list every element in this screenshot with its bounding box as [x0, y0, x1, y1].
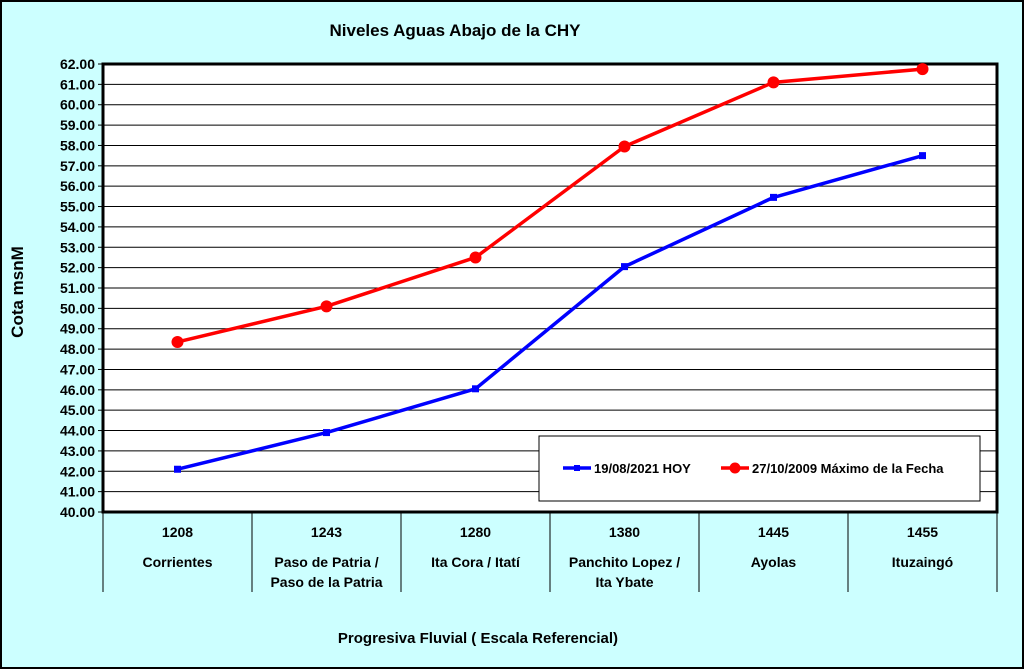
y-tick-label: 51.00 [60, 280, 95, 296]
x-axis-label: Progresiva Fluvial ( Escala Referencial) [338, 630, 618, 647]
category-name-label: Ita Cora / Itatí [431, 554, 521, 570]
category-km-label: 1208 [162, 524, 193, 540]
y-tick-label: 60.00 [60, 97, 95, 113]
y-tick-label: 43.00 [60, 443, 95, 459]
y-tick-label: 56.00 [60, 178, 95, 194]
category-name-label: Corrientes [142, 554, 212, 570]
y-tick-label: 62.00 [60, 56, 95, 72]
data-point-circle [320, 300, 333, 313]
data-point-square [323, 429, 330, 437]
category-km-label: 1280 [460, 524, 491, 540]
y-tick-label: 46.00 [60, 382, 95, 398]
category-km-label: 1445 [758, 524, 789, 540]
category-name-label: Panchito Lopez / [569, 554, 680, 570]
y-tick-label: 53.00 [60, 239, 95, 255]
category-name-label: Ayolas [751, 554, 797, 570]
y-tick-label: 50.00 [60, 300, 95, 316]
y-tick-label: 42.00 [60, 463, 95, 479]
y-tick-label: 49.00 [60, 321, 95, 337]
y-tick-label: 59.00 [60, 117, 95, 133]
chart-title: Niveles Aguas Abajo de la CHY [330, 21, 582, 40]
y-tick-label: 47.00 [60, 361, 95, 377]
y-tick-label: 41.00 [60, 484, 95, 500]
y-tick-label: 45.00 [60, 402, 95, 418]
category-km-label: 1243 [311, 524, 342, 540]
category-name-label: Ituzaingó [892, 554, 953, 570]
legend-marker-square [574, 465, 580, 471]
legend-marker-circle [729, 462, 741, 474]
data-point-square [621, 263, 628, 271]
y-tick-label: 44.00 [60, 423, 95, 439]
data-point-circle [469, 251, 482, 264]
data-point-square [770, 193, 777, 201]
data-point-circle [171, 335, 184, 348]
legend-label-2: 27/10/2009 Máximo de la Fecha [752, 461, 944, 476]
y-tick-label: 61.00 [60, 76, 95, 92]
category-axis: 1208 Corrientes 1243 Paso de Patria / Paso d… [102, 512, 998, 592]
category-km-label: 1455 [907, 524, 938, 540]
y-tick-label: 54.00 [60, 219, 95, 235]
y-tick-label: 52.00 [60, 260, 95, 276]
data-point-square [472, 385, 479, 393]
category-name-label: Paso de Patria / [274, 554, 378, 570]
data-point-square [919, 152, 926, 160]
y-tick-label: 40.00 [60, 504, 95, 520]
y-axis-label: Cota msnM [8, 246, 27, 338]
legend: 19/08/2021 HOY 27/10/2009 Máximo de la Fe… [538, 435, 981, 502]
category-km-label: 1380 [609, 524, 640, 540]
data-point-circle [916, 63, 929, 76]
legend-box [538, 435, 981, 502]
legend-label-1: 19/08/2021 HOY [594, 461, 691, 476]
category-name-label-line2: Paso de la Patria [270, 574, 382, 590]
y-tick-label: 48.00 [60, 341, 95, 357]
data-point-circle [767, 76, 780, 89]
series-line-1 [177, 153, 923, 471]
y-tick-label: 57.00 [60, 158, 95, 174]
series-line-2 [177, 67, 923, 344]
data-point-circle [618, 140, 631, 153]
data-point-square [174, 465, 181, 473]
y-tick-label: 58.00 [60, 137, 95, 153]
category-name-label-line2: Ita Ybate [595, 574, 653, 590]
y-tick-label: 55.00 [60, 199, 95, 215]
